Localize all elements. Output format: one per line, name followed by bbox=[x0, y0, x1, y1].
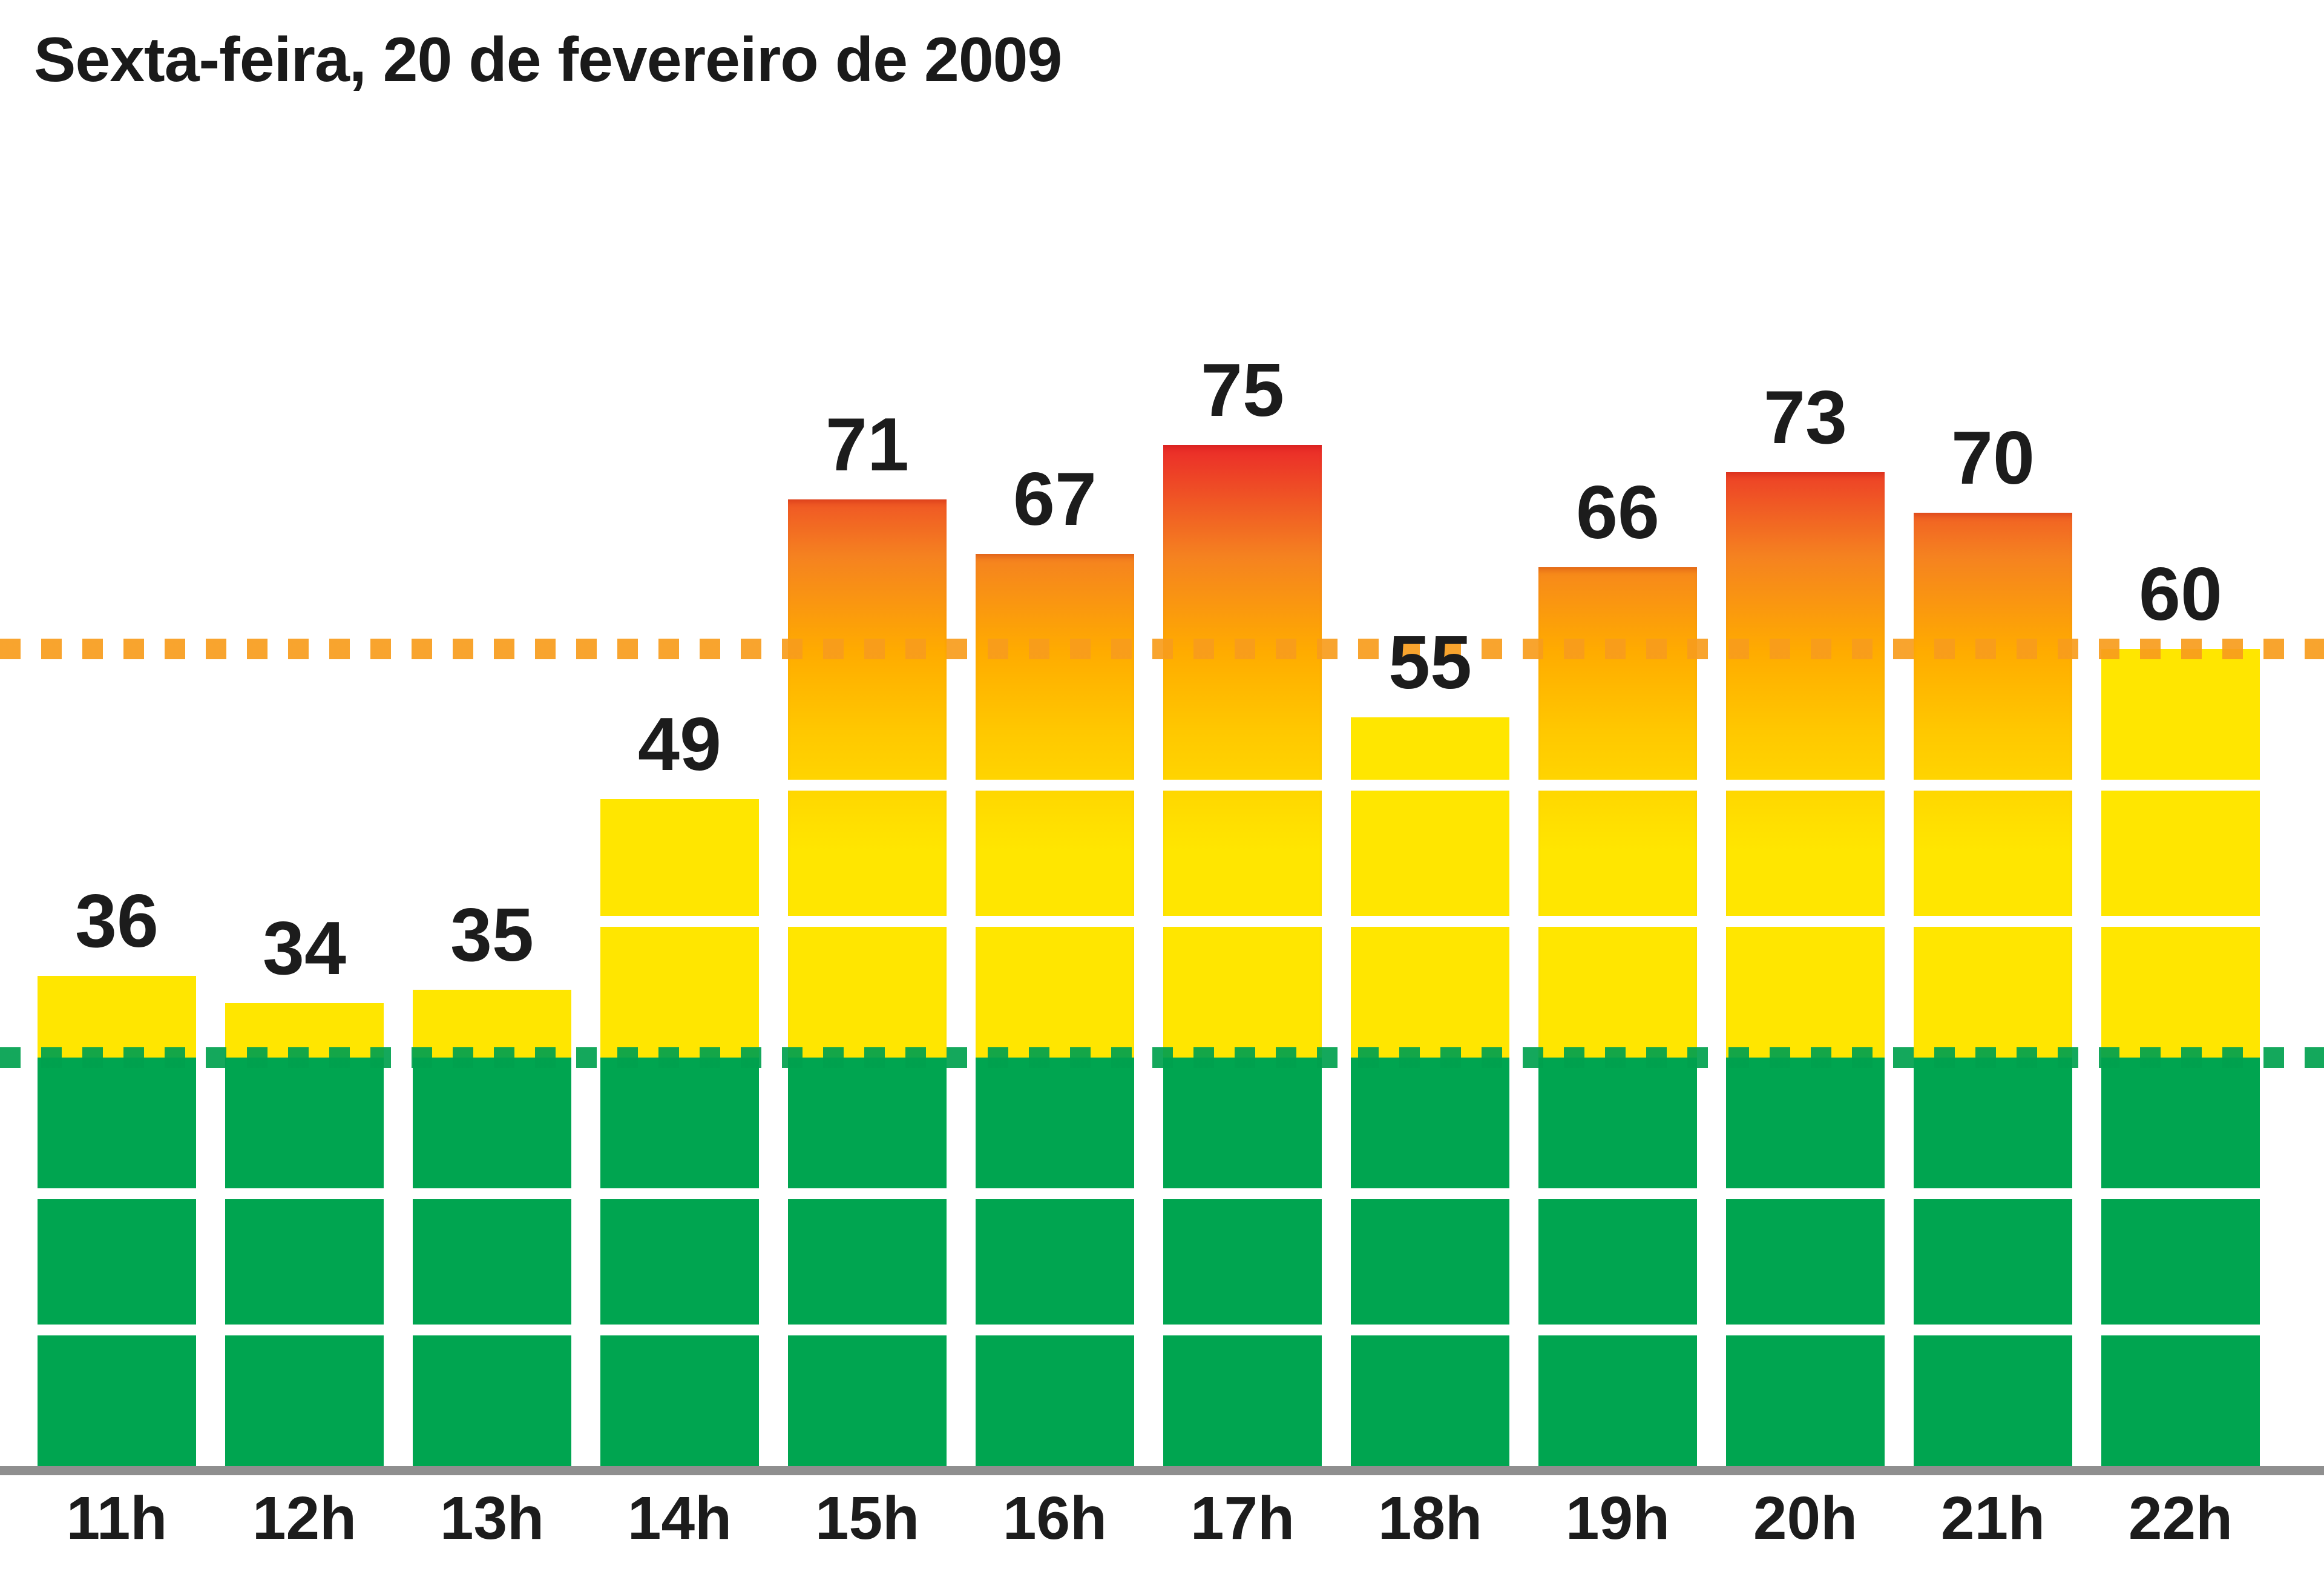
x-axis-line bbox=[0, 1466, 2324, 1475]
bar bbox=[976, 553, 1134, 1466]
bar-yellow-segment bbox=[1351, 717, 1509, 1058]
bar-value-label: 49 bbox=[638, 702, 721, 786]
gridline bbox=[0, 1188, 2324, 1199]
x-axis-label: 18h bbox=[1377, 1484, 1483, 1552]
x-axis-label: 15h bbox=[815, 1484, 920, 1552]
bar-green-segment bbox=[1538, 1058, 1697, 1466]
bar-value-label: 67 bbox=[1013, 457, 1097, 541]
x-axis-label: 22h bbox=[2128, 1484, 2233, 1552]
bar bbox=[1163, 444, 1322, 1466]
bar-value-label: 35 bbox=[450, 893, 534, 977]
bar bbox=[225, 1003, 384, 1466]
bar-green-segment bbox=[38, 1058, 196, 1466]
bar-green-segment bbox=[788, 1058, 947, 1466]
green-threshold-line bbox=[0, 1047, 2324, 1068]
x-axis-label: 13h bbox=[439, 1484, 545, 1552]
gridline bbox=[0, 780, 2324, 791]
bar-value-label: 71 bbox=[826, 403, 909, 487]
bar bbox=[2101, 649, 2260, 1466]
bar-green-segment bbox=[1914, 1058, 2072, 1466]
bar-value-label: 70 bbox=[1951, 416, 2035, 500]
bar bbox=[788, 499, 947, 1466]
x-axis-label: 20h bbox=[1753, 1484, 1858, 1552]
bar-hot-segment bbox=[1726, 472, 1885, 1058]
bar-green-segment bbox=[1351, 1058, 1509, 1466]
bar-green-segment bbox=[600, 1058, 759, 1466]
x-axis-label: 17h bbox=[1190, 1484, 1295, 1552]
bar-value-label: 34 bbox=[263, 907, 346, 990]
bar bbox=[1351, 717, 1509, 1466]
bar bbox=[413, 989, 571, 1466]
x-axis-label: 12h bbox=[252, 1484, 357, 1552]
bar-hot-segment bbox=[1163, 444, 1322, 1058]
bar-green-segment bbox=[1163, 1058, 1322, 1466]
gridline bbox=[0, 1325, 2324, 1335]
bar-value-label: 66 bbox=[1576, 471, 1659, 555]
gridline bbox=[0, 916, 2324, 927]
bar-green-segment bbox=[976, 1058, 1134, 1466]
x-axis-label: 16h bbox=[1002, 1484, 1108, 1552]
bar-value-label: 75 bbox=[1201, 348, 1284, 432]
bar-green-segment bbox=[413, 1058, 571, 1466]
x-axis-label: 11h bbox=[66, 1484, 168, 1552]
x-axis-label: 21h bbox=[1940, 1484, 2046, 1552]
x-axis-label: 14h bbox=[627, 1484, 732, 1552]
bar-value-label: 60 bbox=[2139, 553, 2222, 636]
bar-yellow-segment bbox=[38, 976, 196, 1058]
bar-green-segment bbox=[1726, 1058, 1885, 1466]
chart-title: Sexta-feira, 20 de fevereiro de 2009 bbox=[34, 25, 1062, 95]
bar-hot-segment bbox=[788, 499, 947, 1058]
bar-green-segment bbox=[2101, 1058, 2260, 1466]
bar-yellow-segment bbox=[2101, 649, 2260, 1058]
bar-hot-segment bbox=[976, 553, 1134, 1058]
bar-value-label: 55 bbox=[1388, 620, 1472, 705]
x-axis-label: 19h bbox=[1565, 1484, 1670, 1552]
orange-threshold-line bbox=[0, 639, 2324, 659]
bar-value-label: 73 bbox=[1764, 375, 1847, 459]
bar-value-label: 36 bbox=[75, 880, 159, 963]
bar bbox=[1726, 472, 1885, 1466]
bar bbox=[600, 798, 759, 1466]
bar bbox=[38, 976, 196, 1466]
bar-yellow-segment bbox=[413, 989, 571, 1058]
bar-green-segment bbox=[225, 1058, 384, 1466]
bar-yellow-segment bbox=[600, 798, 759, 1058]
